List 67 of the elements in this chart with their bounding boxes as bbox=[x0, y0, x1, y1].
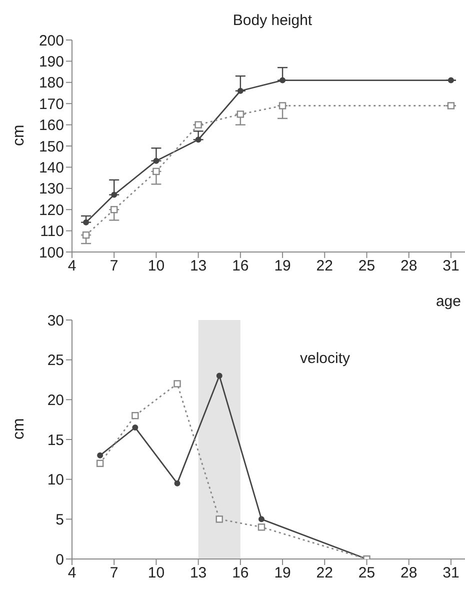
y-tick-label: 30 bbox=[47, 312, 64, 330]
point bbox=[152, 168, 160, 176]
x-tick-label: 16 bbox=[232, 564, 249, 582]
y-tick-label: 5 bbox=[56, 511, 64, 528]
y-tick-label: 0 bbox=[56, 551, 64, 568]
point bbox=[448, 77, 454, 84]
x-tick-label: 22 bbox=[316, 258, 333, 275]
y-tick-label: 170 bbox=[38, 96, 64, 113]
x-tick-label: 10 bbox=[148, 258, 165, 275]
point bbox=[236, 110, 244, 118]
y-tick-label: 200 bbox=[38, 32, 64, 50]
x-axis-title: age bbox=[436, 293, 461, 310]
point bbox=[83, 219, 90, 226]
point bbox=[216, 372, 222, 379]
point bbox=[278, 102, 286, 110]
y-tick-label: 190 bbox=[38, 54, 64, 71]
x-tick-label: 31 bbox=[442, 258, 460, 275]
point bbox=[216, 516, 223, 523]
point bbox=[110, 206, 118, 214]
y-tick-label: 130 bbox=[38, 180, 64, 198]
point bbox=[132, 412, 139, 420]
y-tick-label: 180 bbox=[38, 74, 64, 92]
x-tick-label: 10 bbox=[148, 564, 165, 582]
y-tick-label: 140 bbox=[38, 160, 64, 177]
chart-title: Body height bbox=[232, 12, 314, 29]
point bbox=[258, 524, 266, 531]
y-tick-label: 20 bbox=[47, 392, 64, 409]
point bbox=[194, 121, 202, 128]
y-tick-label: 10 bbox=[47, 472, 64, 489]
x-tick-label: 19 bbox=[274, 258, 291, 275]
y-tick-label: 110 bbox=[40, 223, 64, 240]
x-tick-label: 7 bbox=[110, 258, 118, 275]
point bbox=[82, 231, 90, 239]
point bbox=[447, 102, 455, 110]
annotation: velocity bbox=[300, 350, 350, 367]
x-tick-label: 13 bbox=[190, 564, 207, 582]
x-tick-label: 22 bbox=[316, 564, 333, 582]
x-tick-label: 28 bbox=[400, 258, 418, 275]
point bbox=[111, 192, 118, 198]
x-tick-label: 25 bbox=[358, 258, 376, 275]
x-tick-label: 4 bbox=[68, 564, 76, 582]
y-axis-title: cm bbox=[10, 124, 28, 146]
y-axis-title: cm bbox=[10, 418, 28, 440]
x-tick-label: 25 bbox=[358, 564, 376, 582]
point bbox=[237, 88, 244, 94]
x-tick-label: 31 bbox=[442, 564, 460, 582]
point bbox=[153, 158, 160, 164]
x-tick-label: 16 bbox=[232, 258, 249, 275]
point bbox=[174, 380, 181, 388]
x-tick-label: 19 bbox=[274, 564, 291, 582]
point bbox=[97, 452, 104, 458]
x-tick-label: 4 bbox=[68, 258, 76, 275]
y-tick-label: 160 bbox=[38, 117, 64, 134]
point bbox=[132, 424, 138, 431]
point bbox=[96, 460, 104, 467]
y-tick-label: 15 bbox=[47, 432, 64, 449]
point bbox=[195, 136, 202, 143]
x-tick-label: 7 bbox=[110, 564, 118, 582]
point bbox=[258, 516, 264, 522]
point bbox=[174, 480, 180, 486]
y-tick-label: 120 bbox=[38, 202, 64, 219]
y-tick-label: 150 bbox=[38, 138, 64, 156]
x-tick-label: 13 bbox=[190, 258, 207, 275]
x-tick-label: 28 bbox=[400, 564, 418, 582]
point bbox=[280, 77, 286, 84]
y-tick-label: 25 bbox=[47, 352, 64, 370]
y-tick-label: 100 bbox=[38, 244, 64, 262]
